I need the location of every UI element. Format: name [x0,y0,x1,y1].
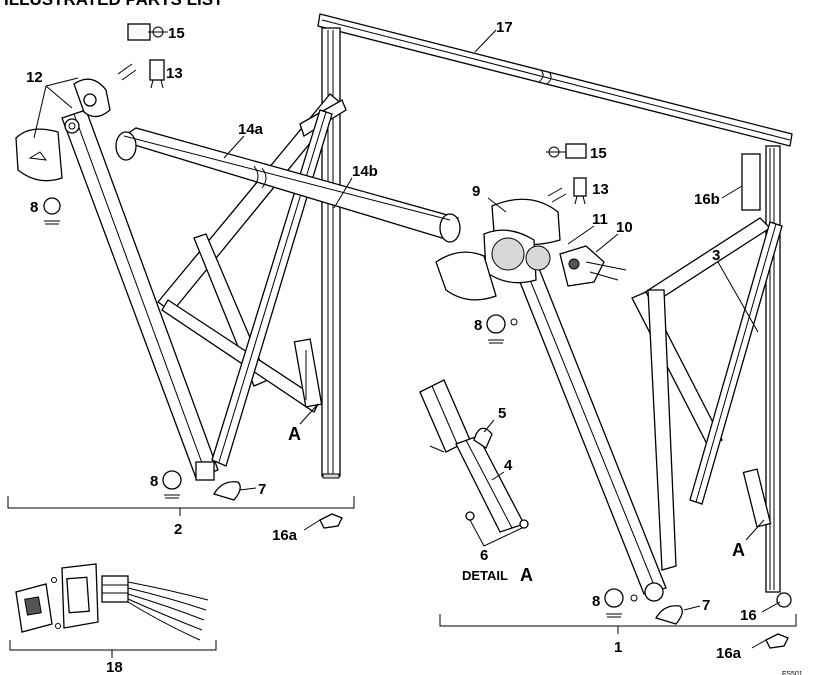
label-part-3: 3 [712,247,720,264]
switch-plate-18 [15,563,209,641]
washer-8-bottom-left [162,470,182,499]
leader-10 [595,233,619,253]
plate-16b [741,153,761,211]
label-part-7-left: 7 [258,481,266,498]
end-cap-9-motor [435,198,627,301]
leader-14b [333,177,353,209]
label-part-16: 16 [740,607,757,624]
group-bracket-2 [7,496,355,509]
label-part-15-right: 15 [590,145,607,162]
switch-13-left [117,59,165,89]
leader-12a [33,85,47,139]
label-part-11: 11 [592,211,608,228]
label-detail-a-right: A [732,540,745,560]
detail-a-caption: DETAIL [462,568,508,583]
foot-bracket-7-right [655,605,683,625]
leader-a-left [299,403,319,425]
label-part-18: 18 [106,659,123,675]
leader-17 [474,29,497,53]
diagram-heading: ILLUSTRATED PARTS LIST [4,0,224,9]
clip-16a-right [765,633,789,649]
leader-11 [567,225,595,245]
label-part-15-left: 15 [168,25,185,42]
label-part-16a-left: 16a [272,527,298,544]
leader-6 [469,519,523,547]
bracket-15-left [127,23,168,41]
washer-8-top-left [43,197,61,225]
detail-a-caption-letter: A [520,565,533,585]
washer-8-bottom-right [604,588,638,618]
washer-8-mid-right [486,314,518,344]
leader-12b [45,85,73,109]
label-part-13-left: 13 [166,65,183,82]
leader-7b [683,605,701,611]
leader-16a-left [303,519,321,531]
label-part-8-mid-right: 8 [474,317,482,334]
leader-14a [223,135,245,159]
leader-16 [761,601,781,613]
label-part-4: 4 [504,457,513,474]
leader-a-right [745,519,765,541]
footer-code: FS501 [782,671,803,675]
end-cap-12 [15,78,111,182]
label-part-6: 6 [480,547,488,564]
label-part-9: 9 [472,183,480,200]
leader-9 [487,197,507,213]
leader-16a-right [751,639,767,649]
detail-a-assembly [419,379,529,533]
switch-13-right [547,177,587,205]
bracket-15-right [546,143,587,159]
leader-3 [717,261,759,333]
label-part-2: 2 [174,521,182,538]
label-part-1: 1 [614,639,622,656]
label-part-10: 10 [616,219,633,236]
leader-5 [483,419,495,433]
leader-12c [45,77,79,87]
label-part-14a: 14a [238,121,264,138]
label-part-16b: 16b [694,191,720,208]
leader-4 [491,471,505,481]
roller-tube-14 [115,127,461,243]
leader-7a [239,487,257,491]
label-part-13-right: 13 [592,181,609,198]
label-part-8-top-left: 8 [30,199,38,216]
label-part-5: 5 [498,405,506,422]
top-rail-17 [317,13,793,147]
label-part-16a-right: 16a [716,645,742,662]
foot-bracket-7-left [213,481,241,501]
clip-16a-left [319,513,343,529]
label-part-12: 12 [26,69,43,86]
label-part-8-bottom-left: 8 [150,473,158,490]
label-part-8-bottom-right: 8 [592,593,600,610]
label-part-17: 17 [496,19,513,36]
label-detail-a-left: A [288,424,301,444]
label-part-7-right: 7 [702,597,710,614]
label-part-14b: 14b [352,163,378,180]
right-arm-assembly-1 [511,145,792,608]
group-bracket-18 [9,640,217,651]
left-arm-assembly-2 [61,93,347,481]
